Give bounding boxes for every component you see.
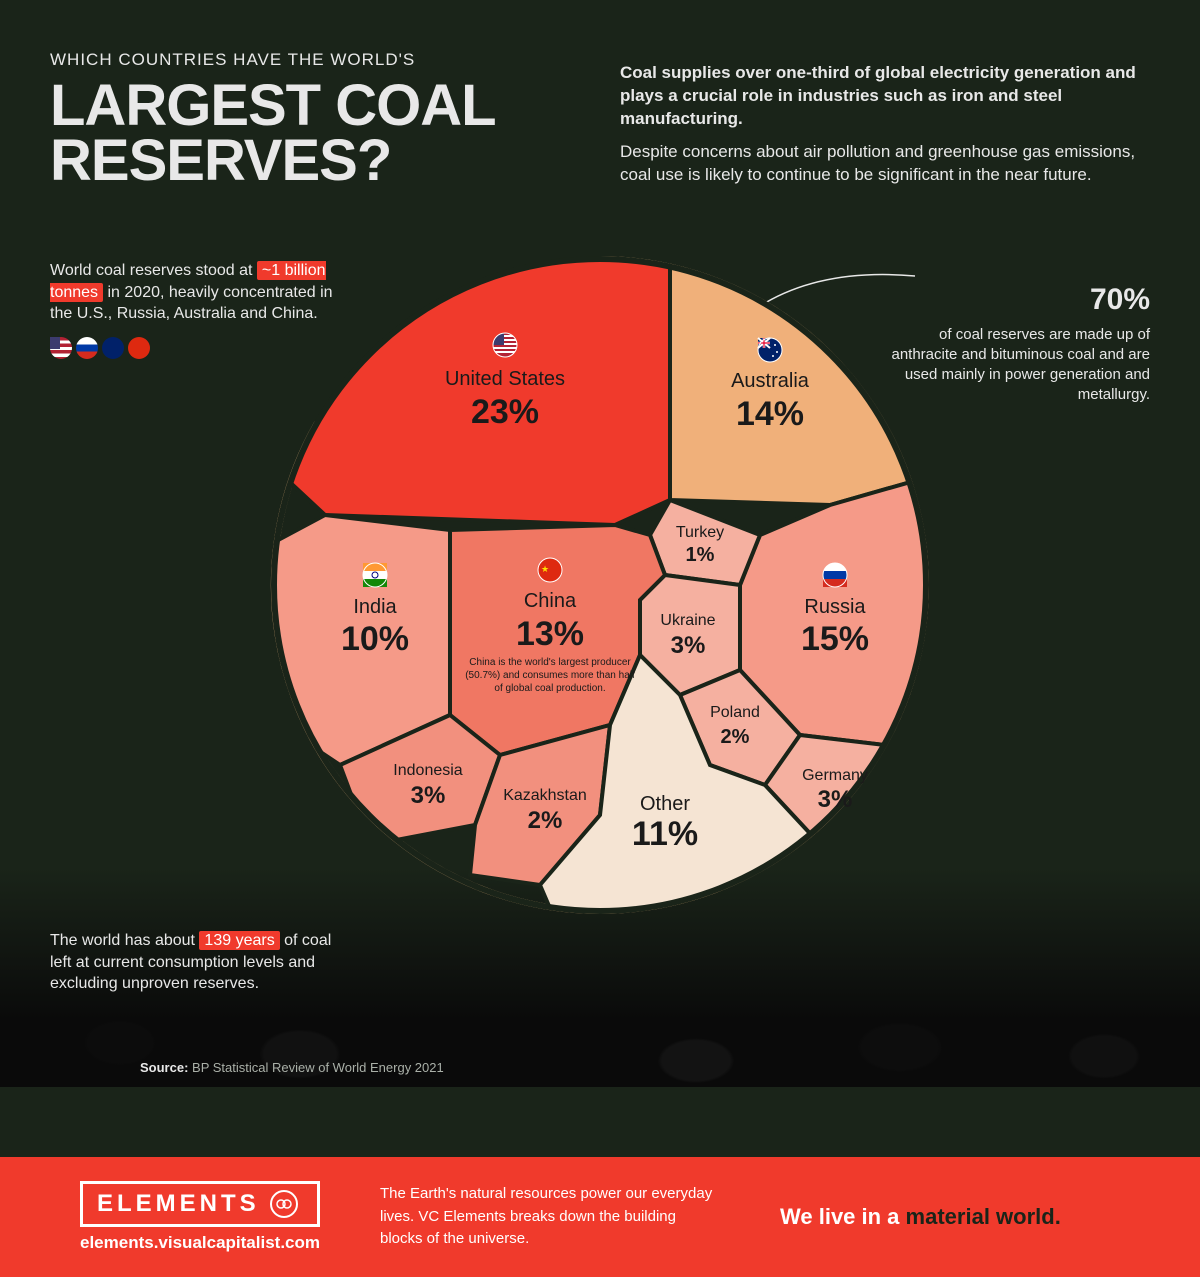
infographic-page: WHICH COUNTRIES HAVE THE WORLD'S LARGEST… bbox=[0, 0, 1200, 1277]
intro-sub: Despite concerns about air pollution and… bbox=[620, 141, 1150, 187]
brand-url: elements.visualcapitalist.com bbox=[80, 1233, 320, 1253]
note-bottom-left: The world has about 139 years of coal le… bbox=[50, 930, 340, 995]
source-line: Source: BP Statistical Review of World E… bbox=[140, 1060, 444, 1075]
flag-cn-icon bbox=[128, 337, 150, 359]
eyebrow: WHICH COUNTRIES HAVE THE WORLD'S bbox=[50, 50, 570, 70]
brand-icon bbox=[270, 1190, 298, 1218]
note-tr-text: of coal reserves are made up of anthraci… bbox=[891, 326, 1150, 404]
header: WHICH COUNTRIES HAVE THE WORLD'S LARGEST… bbox=[50, 50, 1150, 188]
footer: ELEMENTS elements.visualcapitalist.com T… bbox=[0, 1157, 1200, 1277]
cell-us bbox=[270, 255, 670, 525]
flag-us-icon bbox=[50, 337, 72, 359]
source-text: BP Statistical Review of World Energy 20… bbox=[192, 1060, 444, 1075]
brand-box: ELEMENTS bbox=[80, 1181, 320, 1227]
intro-block: Coal supplies over one-third of global e… bbox=[620, 50, 1150, 188]
note-tl-pre: World coal reserves stood at bbox=[50, 262, 257, 279]
brand-name: ELEMENTS bbox=[97, 1190, 260, 1218]
note-bl-pre: The world has about bbox=[50, 932, 199, 949]
voronoi-chart: ★ bbox=[270, 255, 930, 915]
spacer bbox=[0, 1087, 1200, 1157]
brand-block: ELEMENTS elements.visualcapitalist.com bbox=[80, 1181, 320, 1253]
flag-ru-icon bbox=[76, 337, 98, 359]
title-block: WHICH COUNTRIES HAVE THE WORLD'S LARGEST… bbox=[50, 50, 570, 188]
footer-mid: The Earth's natural resources power our … bbox=[380, 1183, 720, 1251]
footer-right-pre: We live in a bbox=[780, 1204, 906, 1229]
flag-au-icon bbox=[102, 337, 124, 359]
source-label: Source: bbox=[140, 1060, 188, 1075]
cell-australia bbox=[670, 255, 930, 505]
note-bl-highlight: 139 years bbox=[199, 931, 279, 950]
headline: LARGEST COAL RESERVES? bbox=[50, 78, 570, 188]
intro-bold: Coal supplies over one-third of global e… bbox=[620, 62, 1150, 131]
footer-right-dark: material world. bbox=[906, 1204, 1061, 1229]
cell-turkey bbox=[650, 500, 760, 585]
footer-right: We live in a material world. bbox=[780, 1204, 1061, 1230]
